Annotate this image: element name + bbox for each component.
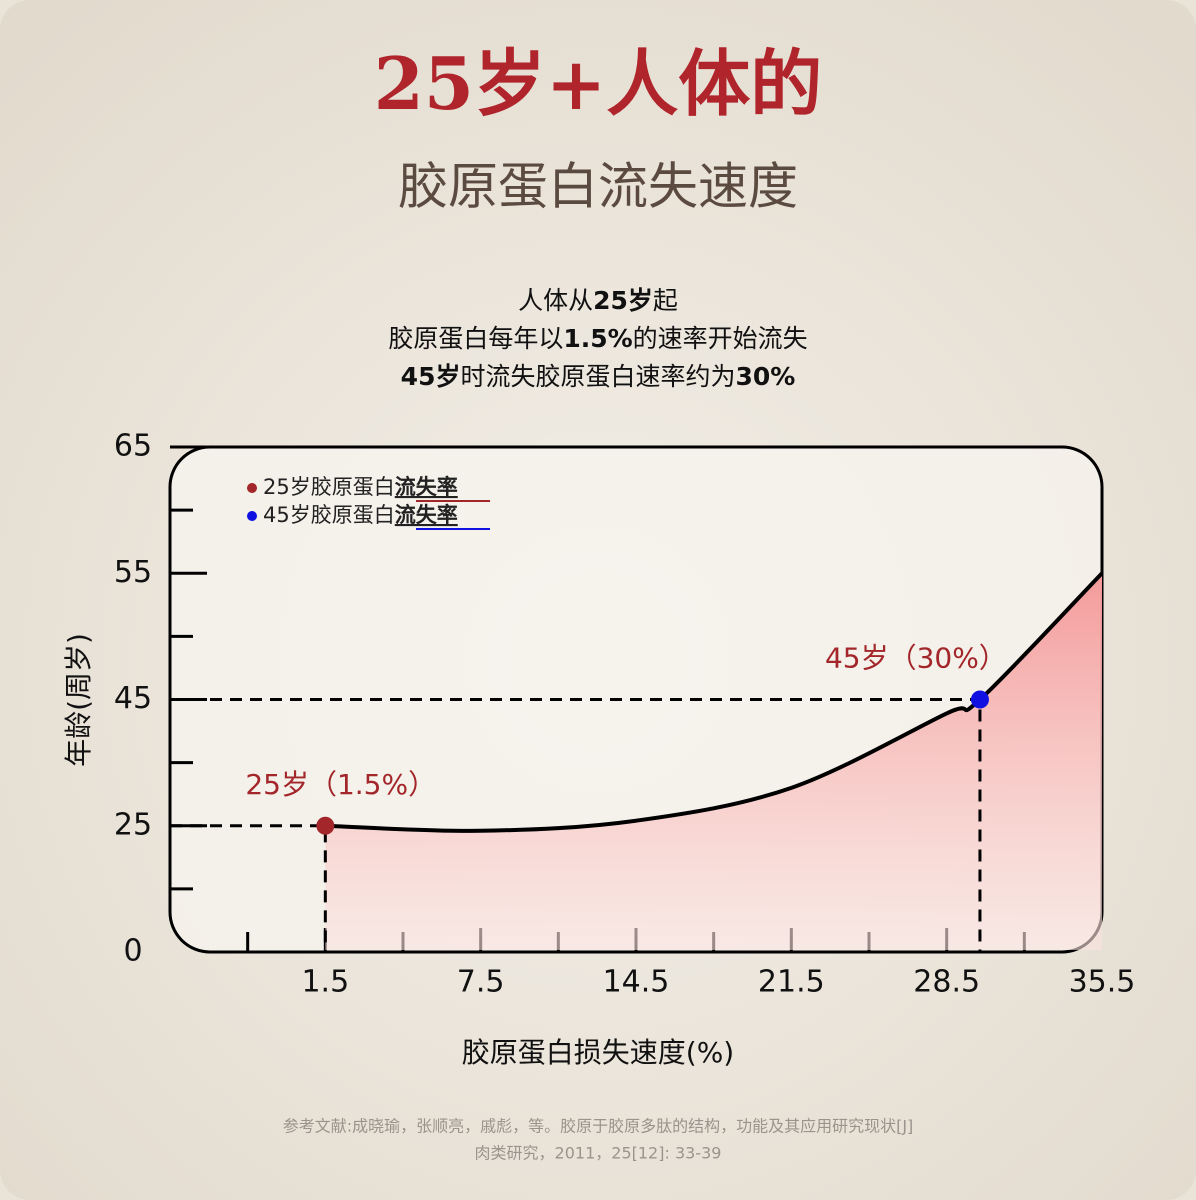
x-tick-label: 35.5 — [1069, 965, 1136, 1000]
legend-entry: 45岁胶原蛋白流失率 — [263, 503, 458, 527]
description-line: 胶原蛋白每年以1.5%的速率开始流失 — [388, 324, 807, 353]
y-tick-label: 65 — [114, 429, 152, 464]
y-tick-label: 55 — [114, 555, 152, 590]
description-segment: 的速率开始流失 — [633, 324, 808, 353]
description-line: 45岁时流失胶原蛋白速率约为30% — [401, 362, 796, 391]
point — [316, 816, 335, 835]
description-line: 人体从25岁起 — [518, 286, 678, 315]
y-tick-label: 0 — [123, 934, 142, 969]
description-segment: 30% — [735, 362, 795, 391]
point — [970, 690, 989, 709]
subtitle: 胶原蛋白流失速度 — [398, 158, 798, 216]
description-segment: 人体从 — [518, 286, 593, 315]
x-tick-label: 1.5 — [301, 965, 349, 1000]
y-tick-label: 45 — [114, 681, 152, 716]
y-tick-label: 25 — [114, 807, 152, 842]
description-segment: 起 — [653, 286, 678, 315]
title: 25岁+人体的 — [374, 41, 823, 126]
legend-dot — [247, 483, 257, 493]
legend-emph: 流失率 — [395, 475, 458, 499]
area — [325, 573, 1102, 950]
x-tick-label: 7.5 — [457, 965, 505, 1000]
y-axis-label: 年龄(周岁) — [62, 633, 95, 767]
x-tick-label: 21.5 — [758, 965, 825, 1000]
description-segment: 25岁 — [593, 286, 653, 315]
reference: 参考文献:成晓瑜，张顺亮，戚彪，等。胶原于胶原多肽的结构，功能及其应用研究现状[… — [283, 1117, 914, 1136]
legend-text: 45岁胶原蛋白 — [263, 503, 395, 527]
x-tick-label: 14.5 — [603, 965, 670, 1000]
description-segment: 胶原蛋白每年以 — [388, 324, 563, 353]
x-axis-label: 胶原蛋白损失速度(%) — [462, 1036, 734, 1069]
x-tick-label: 28.5 — [913, 965, 980, 1000]
reference: 肉类研究，2011，25[12]: 33-39 — [475, 1144, 722, 1163]
description-segment: 1.5% — [563, 324, 632, 353]
guide-line — [170, 824, 327, 952]
legend-text: 25岁胶原蛋白 — [263, 475, 395, 499]
annotation-label: 45岁（30%） — [825, 642, 1007, 675]
description-segment: 时流失胶原蛋白速率约为 — [460, 362, 735, 391]
legend-dot — [247, 511, 257, 521]
legend-emph: 流失率 — [395, 503, 458, 527]
annotation-label: 25岁（1.5%） — [245, 768, 436, 801]
legend-entry: 25岁胶原蛋白流失率 — [263, 475, 458, 499]
description-segment: 45岁 — [401, 362, 461, 391]
